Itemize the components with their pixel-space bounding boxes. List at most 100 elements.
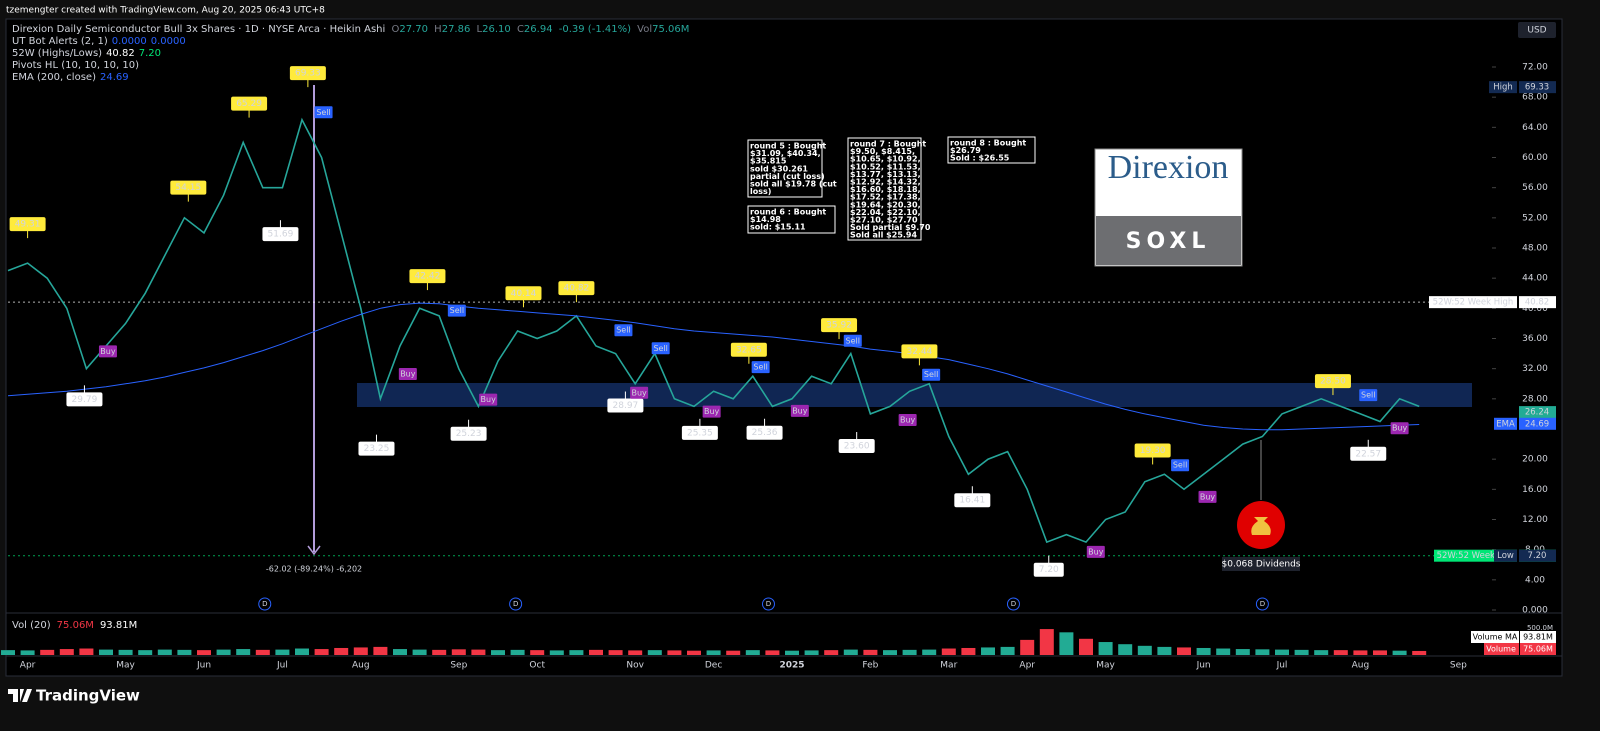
volume-bar — [79, 648, 94, 655]
pivot-high — [231, 96, 268, 111]
pivot-label: 23.25 — [364, 444, 390, 454]
pivot-label: 40.82 — [564, 284, 590, 294]
volume-bar — [824, 650, 839, 655]
signal — [98, 345, 117, 358]
x-tick-label: Sep — [1450, 661, 1467, 671]
volume-bar — [1314, 650, 1329, 655]
volume-bar — [589, 649, 603, 655]
symbol-name: Direxion Daily Semiconductor Bull 3x Sha… — [12, 24, 385, 35]
pivot-low — [954, 493, 991, 508]
volume-bar — [334, 647, 349, 655]
volume-bar — [981, 647, 995, 655]
y-tick-label: 0.000 — [1522, 606, 1548, 616]
signal — [651, 342, 670, 355]
pivot-low — [66, 392, 103, 407]
x-tick-label: May — [1096, 661, 1115, 671]
signal-label: Sell — [316, 108, 330, 117]
y-tick-label: 64.00 — [1522, 123, 1548, 133]
volume-bar — [1235, 649, 1250, 655]
note-box — [947, 136, 1036, 164]
dividend-marker — [1255, 597, 1269, 611]
pivot-label: 16.41 — [959, 496, 985, 506]
vol-value: 75.06M — [652, 24, 689, 35]
dividend-marker — [761, 597, 775, 611]
signal — [479, 393, 498, 406]
legend-ema: EMA (200, close) 24.69 — [12, 72, 129, 83]
credit: tzemengter created with TradingView.com,… — [6, 6, 325, 16]
measure-arrow — [307, 545, 321, 556]
volume-bar — [863, 649, 878, 655]
price-tag — [1519, 549, 1556, 562]
volume-bar — [157, 649, 172, 655]
x-tick-label: Jun — [196, 661, 211, 671]
logo-brand: Direxion — [1108, 149, 1229, 186]
legend-pivots: Pivots HL (10, 10, 10, 10) — [12, 60, 139, 71]
signal — [702, 405, 721, 418]
pivot-low — [607, 398, 644, 413]
signal-label: Sell — [924, 370, 938, 379]
note-line: partial (cut loss) — [750, 172, 825, 181]
price-tag — [1519, 417, 1556, 430]
pivot-label: 40.14 — [511, 289, 537, 299]
note-line: $27.10, $27.70 — [850, 216, 918, 225]
volume-bar — [1353, 650, 1368, 655]
pivot-high — [1314, 374, 1351, 389]
signal-label: Buy — [481, 395, 497, 404]
price-tag-name-box — [1494, 417, 1517, 430]
volume-bar — [804, 650, 819, 655]
signal-label: Buy — [704, 407, 720, 416]
y-tick-label: 12.00 — [1522, 515, 1548, 525]
volume-bar — [628, 650, 643, 655]
indicator-value: 24.69 — [100, 72, 129, 83]
logo-ticker-bg — [1096, 216, 1241, 265]
volume-bar — [1196, 647, 1211, 655]
note-line: sold all $19.78 (cut — [750, 180, 837, 189]
signal — [447, 304, 466, 317]
pivot-label: 35.92 — [826, 321, 852, 331]
volume-bar — [941, 648, 956, 655]
y-tick-label: 72.00 — [1522, 63, 1548, 73]
dividend-marker — [258, 597, 272, 611]
signal-label: Sell — [450, 306, 464, 315]
signal-label: Buy — [1392, 424, 1408, 433]
signal-label: Buy — [900, 415, 916, 424]
volume-bar — [1079, 638, 1093, 655]
note-line: Sold all $25.94 — [850, 231, 917, 240]
x-tick-label: 2025 — [779, 661, 804, 671]
volume-value-tag — [1520, 643, 1556, 655]
note-box — [747, 205, 836, 234]
price-line — [7, 117, 1420, 544]
volume-bar — [1020, 639, 1035, 655]
volume-legend: Vol (20) 75.06M 93.81M — [12, 620, 137, 631]
signal-label: Sell — [1361, 391, 1375, 400]
pivot-label: 22.57 — [1355, 449, 1381, 459]
pivot-label: 28.50 — [1320, 377, 1346, 387]
signal — [898, 413, 917, 426]
price-tag-value: 40.82 — [1525, 298, 1549, 308]
pivot-low — [838, 439, 875, 454]
volume-bar — [1118, 644, 1133, 655]
volume-bar — [745, 650, 760, 655]
price-tag-value: 7.20 — [1528, 551, 1547, 561]
signal-label: Buy — [400, 369, 416, 378]
y-tick-label: 68.00 — [1522, 93, 1548, 103]
pivot-label: 42.42 — [415, 272, 441, 282]
currency: USD — [1527, 26, 1546, 36]
pivot-label: 49.31 — [15, 220, 41, 230]
x-tick-label: Nov — [626, 661, 644, 671]
volume-bar — [726, 650, 741, 655]
volume-bar — [883, 650, 897, 655]
indicator-value: 7.20 — [139, 48, 161, 59]
x-tick-label: Jul — [276, 661, 288, 671]
price-tag-value: 26.24 — [1525, 408, 1549, 418]
volume-bar — [1275, 649, 1289, 655]
note-line: $17.52, $17.38, — [850, 193, 921, 202]
volume-bar — [902, 649, 917, 655]
x-tick-label: Jul — [1276, 661, 1288, 671]
pivot-label: 19.30 — [1140, 446, 1166, 456]
pivot-label: 28.97 — [613, 401, 639, 411]
volume-ma-name: Volume MA — [1473, 633, 1518, 642]
pivot-high — [821, 318, 858, 333]
legend-52w: 52W (Highs/Lows) 40.82 7.20 — [12, 48, 161, 59]
